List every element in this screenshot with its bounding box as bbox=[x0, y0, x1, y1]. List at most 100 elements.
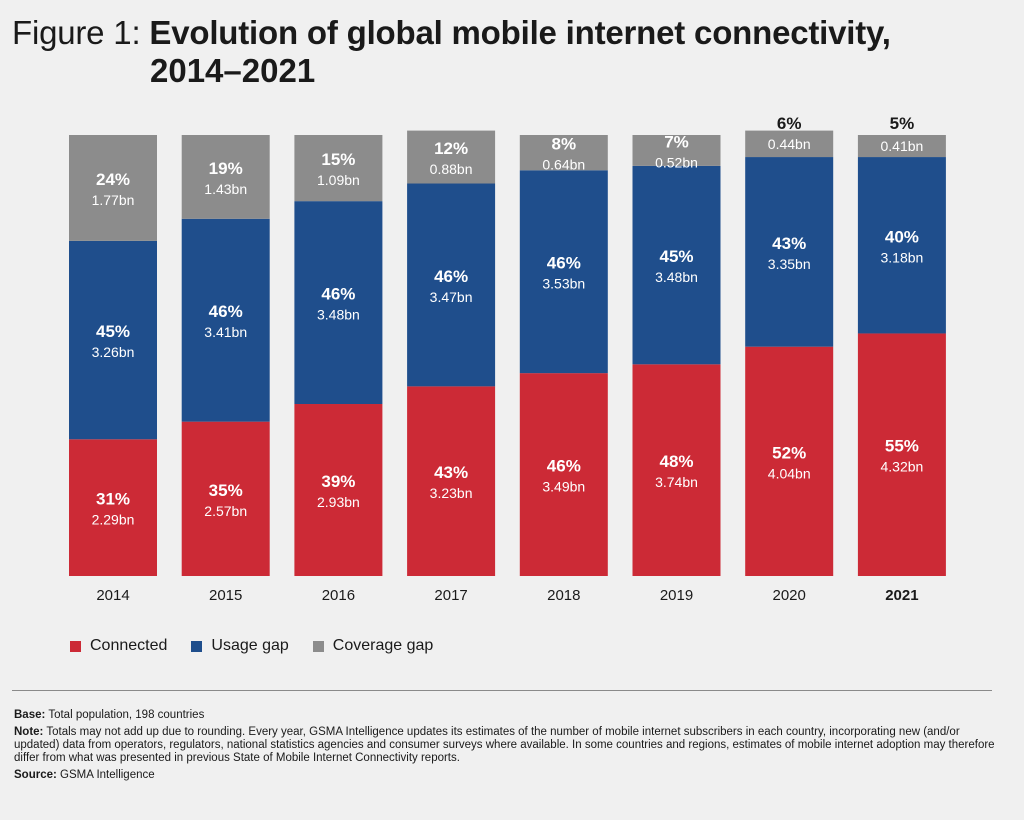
base-note-label: Base: bbox=[14, 709, 46, 721]
data-label-bn-connected-2018: 3.49bn bbox=[542, 479, 585, 495]
data-label-bn-coverage-gap-2017: 0.88bn bbox=[430, 161, 473, 177]
legend-swatch-coverage-gap bbox=[312, 640, 324, 652]
bar-usage-gap-2021 bbox=[857, 157, 946, 334]
bar-usage-gap-2014 bbox=[69, 240, 157, 440]
legend-swatch-connected bbox=[70, 640, 81, 652]
bar-coverage-gap-2019 bbox=[632, 135, 721, 166]
data-label-pct-usage-gap-2015: 46% bbox=[209, 302, 243, 321]
data-label-pct-coverage-gap-2015: 19% bbox=[209, 159, 243, 178]
bar-coverage-gap-2015 bbox=[181, 135, 270, 219]
data-label-pct-connected-2019: 48% bbox=[659, 452, 693, 471]
x-tick-label-2020: 2020 bbox=[773, 587, 806, 604]
data-label-bn-connected-2017: 3.23bn bbox=[430, 485, 473, 501]
data-label-bn-usage-gap-2019: 3.48bn bbox=[655, 269, 698, 285]
data-label-pct-connected-2021: 55% bbox=[885, 437, 919, 456]
data-label-pct-usage-gap-2014: 45% bbox=[96, 322, 130, 341]
bar-connected-2017 bbox=[407, 386, 496, 576]
x-tick-label-2016: 2016 bbox=[322, 587, 355, 604]
data-label-pct-connected-2017: 43% bbox=[434, 463, 468, 482]
data-label-bn-usage-gap-2017: 3.47bn bbox=[430, 289, 473, 305]
data-label-pct-usage-gap-2019: 45% bbox=[659, 247, 693, 266]
data-label-pct-usage-gap-2016: 46% bbox=[321, 285, 355, 304]
bar-coverage-gap-2021 bbox=[857, 135, 946, 158]
data-label-bn-usage-gap-2015: 3.41bn bbox=[204, 324, 247, 340]
legend-swatch-usage-gap bbox=[191, 640, 203, 652]
bar-coverage-gap-2016 bbox=[294, 135, 383, 202]
x-tick-label-2017: 2017 bbox=[434, 587, 467, 604]
data-label-pct-connected-2014: 31% bbox=[96, 490, 130, 509]
legend-item-connected: Connected bbox=[70, 637, 167, 655]
bar-connected-2018 bbox=[519, 373, 608, 576]
data-label-pct-coverage-gap-2017: 12% bbox=[434, 139, 468, 158]
bar-usage-gap-2019 bbox=[632, 165, 721, 365]
data-label-pct-connected-2015: 35% bbox=[209, 481, 243, 500]
data-label-bn-usage-gap-2016: 3.48bn bbox=[317, 307, 360, 323]
note-label: Note: bbox=[14, 726, 44, 738]
legend-label-usage-gap: Usage gap bbox=[211, 637, 289, 654]
rounding-note: Note: Totals may not add up due to round… bbox=[14, 726, 999, 765]
data-label-bn-connected-2019: 3.74bn bbox=[655, 474, 698, 490]
figure-number: Figure 1: bbox=[12, 14, 141, 51]
bar-connected-2020 bbox=[745, 346, 834, 576]
data-label-bn-usage-gap-2021: 3.18bn bbox=[880, 249, 923, 265]
divider bbox=[12, 690, 992, 691]
data-label-bn-connected-2015: 2.57bn bbox=[204, 503, 247, 519]
data-label-pct-usage-gap-2020: 43% bbox=[772, 234, 806, 253]
x-tick-label-2015: 2015 bbox=[209, 587, 242, 604]
x-tick-label-2014: 2014 bbox=[96, 587, 129, 604]
base-note: Base: Total population, 198 countries bbox=[14, 709, 999, 722]
bar-usage-gap-2015 bbox=[181, 218, 270, 422]
x-tick-label-2018: 2018 bbox=[547, 587, 580, 604]
bar-usage-gap-2020 bbox=[745, 157, 834, 347]
base-note-text: Total population, 198 countries bbox=[48, 709, 205, 721]
figure-title-line1: Evolution of global mobile internet conn… bbox=[149, 14, 891, 51]
data-label-pct-coverage-gap-2021: 5% bbox=[890, 114, 915, 133]
source-note: Source: GSMA Intelligence bbox=[14, 769, 999, 782]
bar-usage-gap-2018 bbox=[519, 170, 608, 374]
bar-connected-2014 bbox=[69, 439, 157, 576]
data-label-bn-connected-2020: 4.04bn bbox=[768, 465, 811, 481]
bar-coverage-gap-2014 bbox=[69, 135, 157, 241]
data-label-bn-usage-gap-2018: 3.53bn bbox=[542, 276, 585, 292]
data-label-pct-connected-2016: 39% bbox=[321, 472, 355, 491]
x-tick-label-2019: 2019 bbox=[660, 587, 693, 604]
bar-coverage-gap-2020 bbox=[745, 130, 834, 158]
data-label-pct-coverage-gap-2014: 24% bbox=[96, 170, 130, 189]
data-label-bn-connected-2014: 2.29bn bbox=[92, 512, 135, 528]
bar-usage-gap-2016 bbox=[294, 201, 383, 405]
source-label: Source: bbox=[14, 769, 57, 781]
data-label-bn-coverage-gap-2018: 0.64bn bbox=[542, 157, 585, 173]
bar-usage-gap-2017 bbox=[407, 183, 496, 387]
stacked-bar-chart: 31% 2.29bn 45% 3.26bn 24% 1.77bn 2014 35% 2.57bn… bbox=[69, 114, 946, 604]
data-label-pct-usage-gap-2017: 46% bbox=[434, 267, 468, 286]
chart-notes: Base: Total population, 198 countries No… bbox=[14, 709, 999, 786]
source-text: GSMA Intelligence bbox=[60, 769, 155, 781]
chart-legend: Connected Usage gap Coverage gap bbox=[70, 637, 433, 655]
data-label-pct-connected-2020: 52% bbox=[772, 443, 806, 462]
data-label-pct-connected-2018: 46% bbox=[547, 457, 581, 476]
legend-item-coverage-gap: Coverage gap bbox=[312, 637, 434, 655]
data-label-pct-coverage-gap-2019: 7% bbox=[664, 132, 689, 151]
legend-label-coverage-gap: Coverage gap bbox=[332, 637, 434, 654]
bar-connected-2021 bbox=[857, 333, 946, 576]
legend-item-usage-gap: Usage gap bbox=[191, 637, 289, 655]
figure-title: Figure 1: Evolution of global mobile int… bbox=[12, 14, 1012, 90]
data-label-bn-usage-gap-2014: 3.26bn bbox=[92, 344, 135, 360]
data-label-pct-usage-gap-2018: 46% bbox=[547, 254, 581, 273]
data-label-bn-connected-2016: 2.93bn bbox=[317, 494, 360, 510]
data-label-pct-coverage-gap-2018: 8% bbox=[552, 135, 577, 154]
bar-coverage-gap-2017 bbox=[407, 130, 496, 184]
data-label-bn-coverage-gap-2015: 1.43bn bbox=[204, 181, 247, 197]
data-label-bn-connected-2021: 4.32bn bbox=[880, 459, 923, 475]
legend-label-connected: Connected bbox=[90, 637, 168, 654]
x-tick-label-2021: 2021 bbox=[885, 587, 918, 604]
data-label-bn-coverage-gap-2021: 0.41bn bbox=[880, 138, 923, 154]
data-label-bn-coverage-gap-2019: 0.52bn bbox=[655, 154, 698, 170]
bar-connected-2016 bbox=[294, 404, 383, 576]
data-label-pct-coverage-gap-2016: 15% bbox=[321, 150, 355, 169]
bar-connected-2015 bbox=[181, 421, 270, 576]
data-label-pct-usage-gap-2021: 40% bbox=[885, 227, 919, 246]
note-text: Totals may not add up due to rounding. E… bbox=[14, 726, 995, 764]
figure-title-line2: 2014–2021 bbox=[150, 52, 316, 89]
data-label-bn-coverage-gap-2014: 1.77bn bbox=[92, 192, 135, 208]
